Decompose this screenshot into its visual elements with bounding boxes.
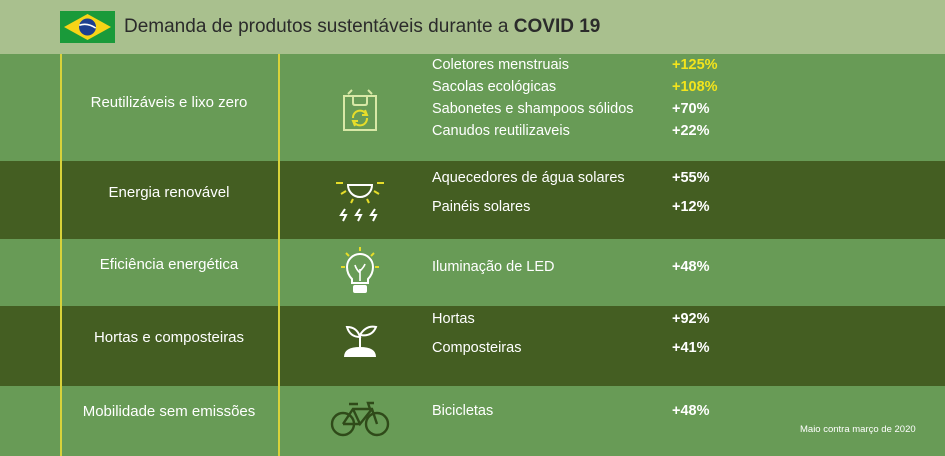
table-row: Energia renovável Aquecedores de água sol… <box>0 161 945 239</box>
percent-value: +125% <box>672 57 718 73</box>
percent-value: +48% <box>672 403 710 419</box>
product-label: Canudos reutilizaveis <box>432 123 570 139</box>
category-label: Energia renovável <box>108 184 230 201</box>
product-label: Aquecedores de água solares <box>432 170 625 186</box>
product-label: Sacolas ecológicas <box>432 79 557 95</box>
percent-value: +12% <box>672 199 710 215</box>
product-label: Coletores menstruais <box>432 57 569 73</box>
page-title: Demanda de produtos sustentáveis durante… <box>124 16 601 37</box>
product-label: Iluminação de LED <box>432 259 555 275</box>
table-row: Hortas e composteiras Hortas +92% Compostei… <box>0 306 945 386</box>
category-label: Mobilidade sem emissões <box>82 403 256 420</box>
product-label: Composteiras <box>432 340 522 356</box>
category-label: Reutilizáveis e lixo zero <box>90 94 248 111</box>
percent-value: +92% <box>672 311 710 327</box>
table-row: Reutilizáveis e lixo zero Coletores menst… <box>0 54 945 161</box>
column-divider <box>278 54 280 456</box>
product-label: Bicicletas <box>432 403 494 419</box>
table-row: Mobilidade sem emissões Bicicletas +48% <box>0 386 945 456</box>
column-divider <box>60 54 62 456</box>
footnote: Maio contra março de 2020 <box>800 424 916 435</box>
percent-value: +70% <box>672 101 710 117</box>
bicycle-icon <box>330 401 390 442</box>
header: Demanda de produtos sustentáveis durante… <box>0 0 945 54</box>
table-row: Eficiência energética Iluminação de LED +4… <box>0 239 945 306</box>
sun-energy-icon <box>330 177 390 230</box>
percent-value: +41% <box>672 340 710 356</box>
product-label: Hortas <box>432 311 475 327</box>
percent-value: +108% <box>672 79 718 95</box>
product-label: Painéis solares <box>432 199 531 215</box>
percent-value: +55% <box>672 170 710 186</box>
shopping-bag-recycle-icon <box>330 88 390 139</box>
lightbulb-icon <box>330 247 390 302</box>
category-label: Hortas e composteiras <box>93 329 245 346</box>
percent-value: +22% <box>672 123 710 139</box>
category-label: Eficiência energética <box>99 256 239 273</box>
product-label: Sabonetes e shampoos sólidos <box>432 101 634 117</box>
plant-sprout-icon <box>330 323 390 368</box>
brazil-flag-icon <box>60 11 115 43</box>
percent-value: +48% <box>672 259 710 275</box>
